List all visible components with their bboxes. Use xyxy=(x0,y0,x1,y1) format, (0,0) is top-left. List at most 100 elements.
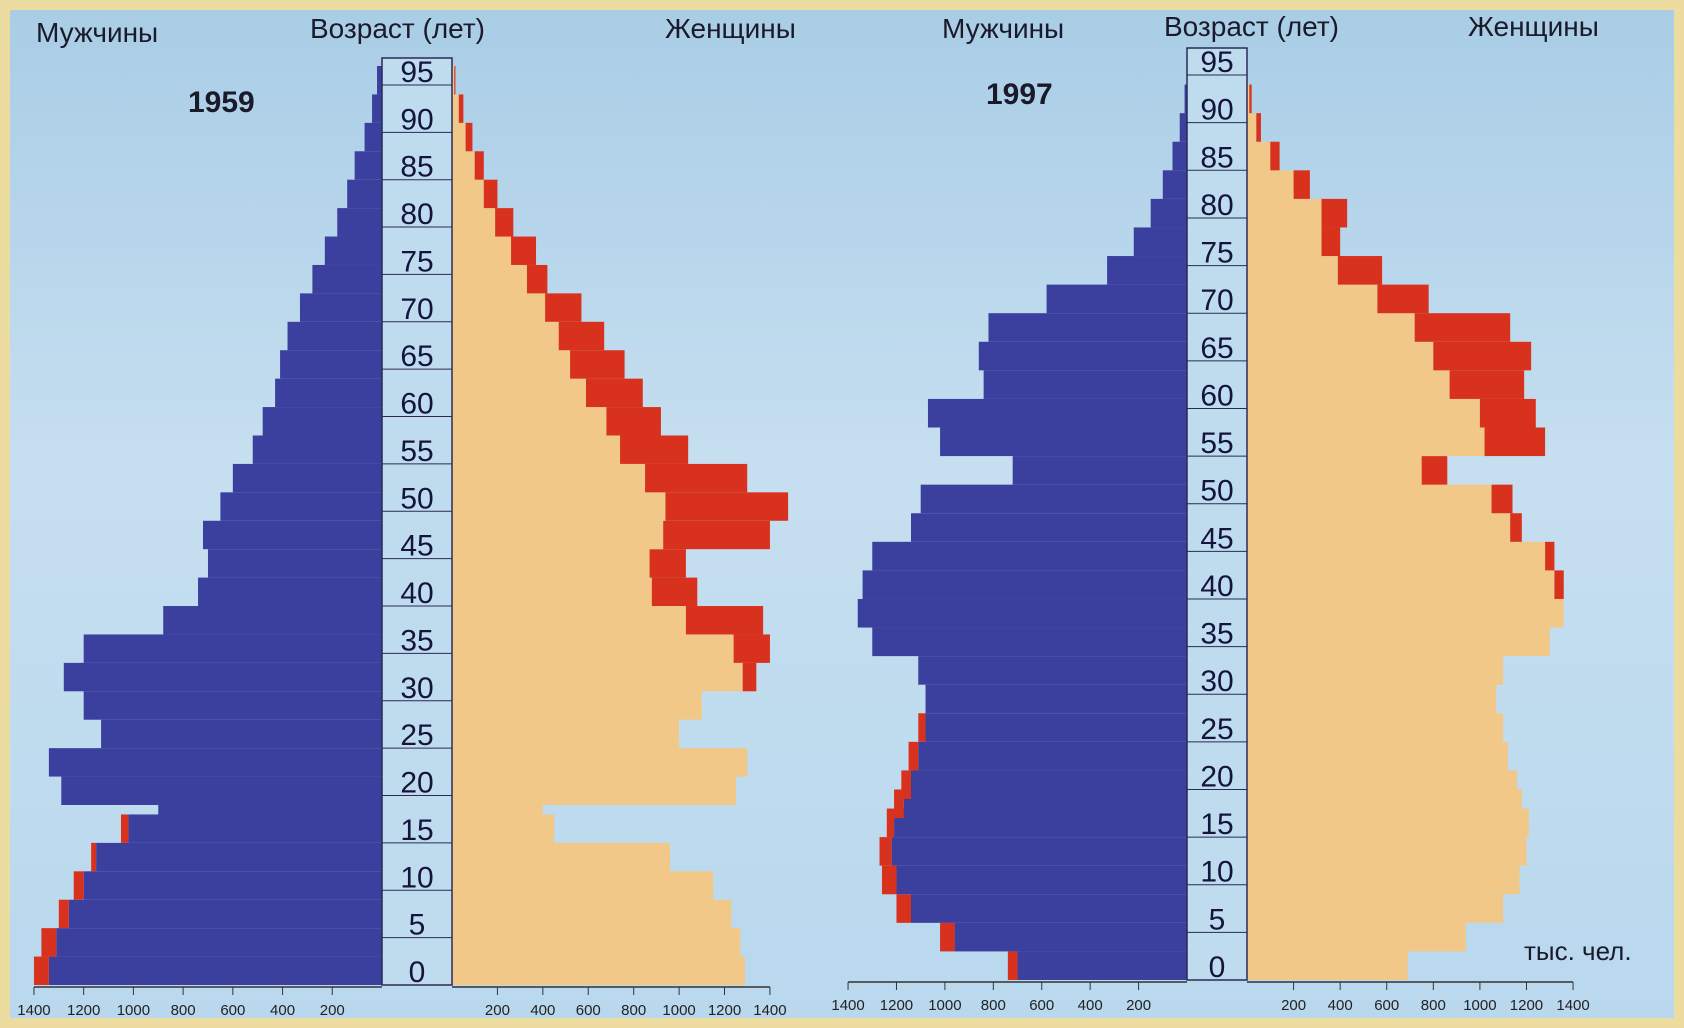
x-tick-label-men: 600 xyxy=(220,1002,245,1019)
bar-men xyxy=(1012,456,1187,485)
age-tick-label: 50 xyxy=(1200,475,1233,508)
bar-men xyxy=(48,748,382,777)
x-tick-label-women: 400 xyxy=(1328,997,1353,1014)
age-tick-label: 5 xyxy=(409,909,426,942)
bar-women-excess xyxy=(558,321,605,351)
bar-men xyxy=(163,606,382,635)
bar-women xyxy=(1247,541,1546,571)
center-label-age: Возраст (лет) xyxy=(1164,11,1339,42)
bar-men xyxy=(988,313,1187,342)
bar-women-excess xyxy=(570,350,625,379)
age-tick-label: 0 xyxy=(409,956,426,989)
bar-women-excess xyxy=(1479,398,1536,428)
x-tick-label-men: 200 xyxy=(1126,997,1151,1014)
bar-women xyxy=(452,549,650,578)
bar-women-excess xyxy=(1554,570,1564,599)
bar-men xyxy=(918,656,1187,685)
bar-women-excess xyxy=(1293,170,1310,199)
x-tick-label-women: 1400 xyxy=(1556,997,1589,1014)
age-tick-label: 90 xyxy=(1200,94,1233,127)
x-tick-label-women: 200 xyxy=(485,1002,510,1019)
bar-men xyxy=(862,570,1187,599)
bar-women-excess xyxy=(620,435,689,464)
age-tick-label: 45 xyxy=(1200,522,1233,555)
bar-women-excess xyxy=(1414,313,1511,342)
age-tick-label: 10 xyxy=(400,861,433,894)
bar-women-excess xyxy=(483,179,498,209)
bar-men xyxy=(287,321,382,351)
age-tick-label: 75 xyxy=(1200,237,1233,270)
bar-women xyxy=(452,662,743,692)
bar-men-deficit xyxy=(901,770,912,800)
bar-women xyxy=(452,208,496,237)
bar-women xyxy=(1247,313,1415,342)
x-tick-label-women: 600 xyxy=(576,1002,601,1019)
unit-label: тыс. чел. xyxy=(1524,936,1632,966)
age-tick-label: 20 xyxy=(400,767,433,800)
bar-women xyxy=(1247,894,1504,923)
pyramid-1959: Мужчины Возраст (лет) Женщины 1959 95 90 8… xyxy=(17,13,796,1019)
bar-women xyxy=(1247,256,1338,285)
x-tick-label-men: 800 xyxy=(981,997,1006,1014)
bar-men xyxy=(1172,141,1187,171)
bar-women-excess xyxy=(651,577,698,607)
x-tick-label-men: 200 xyxy=(320,1002,345,1019)
bar-men xyxy=(312,264,382,294)
bar-men xyxy=(911,894,1187,923)
bar-men xyxy=(872,627,1187,657)
bar-women xyxy=(452,66,455,95)
bar-women-excess xyxy=(454,66,456,95)
bar-women xyxy=(1247,684,1497,714)
bar-women xyxy=(1247,198,1322,228)
bar-women xyxy=(452,350,571,379)
bar-men xyxy=(925,684,1187,714)
bar-women xyxy=(452,492,666,521)
bar-men-deficit xyxy=(879,837,892,866)
age-tick-label: 50 xyxy=(400,482,433,515)
bar-women-excess xyxy=(606,407,661,436)
bar-women-excess xyxy=(511,236,537,265)
bar-women-excess xyxy=(1421,456,1448,485)
bar-men-deficit xyxy=(908,741,919,771)
x-tick-label-women: 200 xyxy=(1281,997,1306,1014)
bar-men xyxy=(324,236,382,265)
x-tick-label-women: 600 xyxy=(1374,997,1399,1014)
bar-women-excess xyxy=(663,520,770,550)
bar-women xyxy=(452,236,512,265)
bar-men xyxy=(954,922,1187,952)
age-tick-label: 30 xyxy=(1200,665,1233,698)
bar-women-excess xyxy=(1545,541,1555,571)
bar-men xyxy=(56,928,383,957)
bar-women xyxy=(452,94,459,123)
bar-women xyxy=(452,871,714,900)
bar-men xyxy=(1046,284,1187,314)
bar-women xyxy=(452,719,680,749)
bar-men xyxy=(220,492,382,521)
bar-men xyxy=(96,842,383,872)
bar-women-excess xyxy=(1321,227,1341,257)
bar-men xyxy=(203,520,382,550)
bar-men xyxy=(911,770,1187,800)
bar-women xyxy=(1247,598,1564,628)
bar-women xyxy=(452,842,671,872)
bar-men xyxy=(252,435,382,464)
x-tick-label-men: 400 xyxy=(270,1002,295,1019)
bar-women-excess xyxy=(1449,370,1525,399)
bar-women xyxy=(452,634,734,663)
bar-men-deficit xyxy=(918,713,926,742)
bar-women xyxy=(452,122,466,152)
x-tick-label-men: 600 xyxy=(1029,997,1054,1014)
bar-men xyxy=(872,541,1187,571)
bar-men xyxy=(927,398,1187,428)
bar-women-excess xyxy=(645,463,748,493)
bar-women xyxy=(452,179,484,209)
bar-men-deficit xyxy=(120,814,129,843)
bar-women-excess xyxy=(649,549,686,578)
bar-men xyxy=(299,293,382,322)
x-tick-label-men: 1400 xyxy=(17,1002,50,1019)
age-tick-label: 45 xyxy=(400,530,433,563)
bar-men xyxy=(63,662,383,692)
bar-men-deficit xyxy=(896,894,912,923)
bar-women xyxy=(1247,627,1550,657)
